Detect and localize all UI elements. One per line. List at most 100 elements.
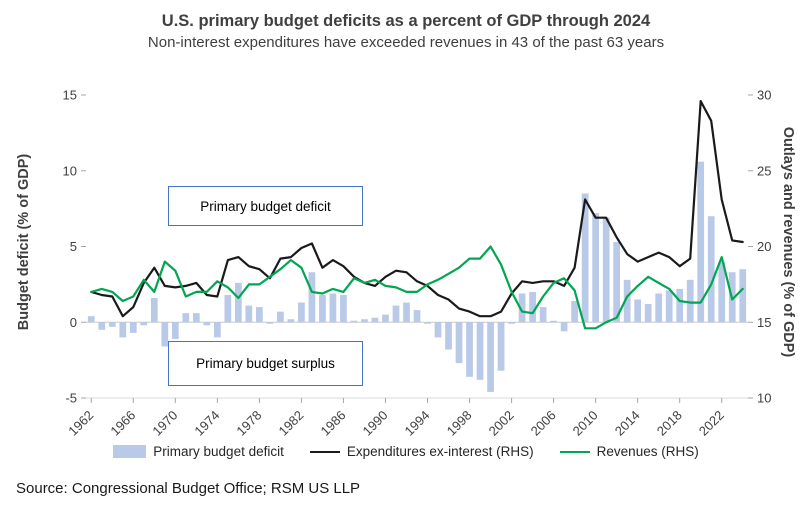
legend-label-deficit: Primary budget deficit <box>153 444 284 459</box>
expenditures-line <box>90 99 744 318</box>
right-axis-title: Outlays and revenues (% of GDP) <box>780 126 796 358</box>
line-swatch-expenditures-icon <box>309 450 340 453</box>
deficit-bar <box>707 216 715 323</box>
deficit-bar <box>718 261 726 323</box>
deficit-bar <box>287 319 295 323</box>
source-note: Source: Congressional Budget Office; RSM… <box>16 480 361 497</box>
x-tick-label: 2006 <box>528 408 559 439</box>
deficit-bar <box>518 293 526 323</box>
x-tick-label: 1998 <box>444 408 475 439</box>
deficit-bar <box>581 193 589 323</box>
deficit-bar <box>445 322 452 350</box>
x-tick-label: 1978 <box>233 408 264 439</box>
deficit-bar <box>213 322 221 338</box>
deficit-bar <box>592 213 599 323</box>
deficit-bar <box>466 322 473 377</box>
annotation-primary-budget-surplus: Primary budget surplus <box>168 341 363 386</box>
deficit-bar <box>550 320 557 323</box>
deficit-bar <box>487 322 494 392</box>
right-tick-label: 20 <box>757 239 771 254</box>
deficit-bar <box>235 282 242 323</box>
deficit-bar <box>245 305 253 323</box>
deficit-bar <box>308 272 316 323</box>
chart-subtitle: Non-interest expenditures have exceeded … <box>147 34 665 51</box>
deficit-bar <box>192 313 200 323</box>
deficit-bar <box>182 313 190 323</box>
x-tick-label: 2018 <box>654 408 685 439</box>
left-tick-label: -5 <box>65 391 77 406</box>
deficit-bar <box>497 322 505 371</box>
deficit-bar <box>676 288 684 323</box>
deficit-bar <box>108 322 116 327</box>
deficit-bar <box>319 294 326 323</box>
deficit-bar <box>361 319 368 323</box>
deficit-bar <box>644 304 652 323</box>
legend-item-revenues: Revenues (RHS) <box>559 444 699 459</box>
x-tick-label: 2010 <box>570 408 601 439</box>
deficit-bar <box>87 316 95 323</box>
deficit-bar <box>150 298 158 323</box>
deficit-bar <box>571 301 578 323</box>
x-tick-label: 1966 <box>107 408 138 439</box>
deficit-bar <box>434 322 442 338</box>
right-tick-label: 15 <box>757 315 771 330</box>
deficit-bar <box>539 307 547 323</box>
deficit-bar <box>739 269 747 323</box>
right-tick-label: 10 <box>757 391 771 406</box>
x-tick-label: 1986 <box>318 408 349 439</box>
deficit-bar <box>529 291 536 323</box>
x-tick-label: 1982 <box>275 408 306 439</box>
deficit-bar <box>697 161 705 323</box>
x-tick-label: 2022 <box>696 408 727 439</box>
deficit-bar <box>203 322 211 326</box>
deficit-bar <box>119 322 127 338</box>
x-tick-label: 2002 <box>486 408 517 439</box>
deficit-bar <box>298 302 305 323</box>
deficit-bar <box>392 305 400 323</box>
legend-item-primary-budget-deficit: Primary budget deficit <box>113 444 284 459</box>
deficit-bar <box>413 310 421 323</box>
deficit-bar <box>140 322 148 326</box>
deficit-bar <box>129 322 137 333</box>
deficit-bar <box>371 317 379 323</box>
x-tick-label: 1994 <box>402 408 433 439</box>
left-tick-label: 15 <box>63 88 77 103</box>
right-tick-label: 25 <box>757 163 771 178</box>
revenues-line <box>90 245 744 330</box>
left-tick-label: 10 <box>63 163 77 178</box>
line-swatch-revenues-icon <box>559 450 590 453</box>
legend: Primary budget deficit Expenditures ex-i… <box>0 444 812 459</box>
deficit-bar <box>634 299 642 323</box>
deficit-bar <box>613 241 621 323</box>
deficit-bar <box>602 217 610 323</box>
bar-swatch-icon <box>113 445 147 458</box>
chart-plot-area: 15 10 5 0 -5 30 25 20 15 10 1962 1966 1970 1974 1978 19… <box>63 88 772 439</box>
deficit-bar <box>508 322 515 324</box>
left-axis-title: Budget deficit (% of GDP) <box>16 153 32 331</box>
deficit-bar <box>424 322 431 324</box>
deficit-bar <box>224 294 232 323</box>
x-tick-label: 1990 <box>360 408 391 439</box>
legend-label-expenditures: Expenditures ex-interest (RHS) <box>346 444 534 459</box>
x-tick-label: 2014 <box>612 408 643 439</box>
deficit-bar <box>655 293 663 323</box>
left-tick-label: 0 <box>70 315 77 330</box>
x-tick-label: 1970 <box>149 408 180 439</box>
legend-item-expenditures: Expenditures ex-interest (RHS) <box>309 444 534 459</box>
deficit-bar <box>623 279 631 323</box>
deficit-bar <box>98 322 106 330</box>
deficit-bar <box>382 314 389 323</box>
deficit-bar <box>329 293 337 323</box>
deficit-bar <box>476 322 484 380</box>
x-tick-label: 1974 <box>191 408 222 439</box>
chart-title: U.S. primary budget deficits as a percen… <box>161 12 651 30</box>
deficit-bar <box>161 322 169 347</box>
x-tick-label: 1962 <box>65 408 96 439</box>
deficit-bar <box>350 320 358 323</box>
deficit-bar <box>455 322 463 364</box>
deficit-bar <box>340 294 347 323</box>
deficit-bar <box>665 290 673 323</box>
deficit-bar <box>256 307 263 323</box>
deficit-bar <box>403 302 410 323</box>
